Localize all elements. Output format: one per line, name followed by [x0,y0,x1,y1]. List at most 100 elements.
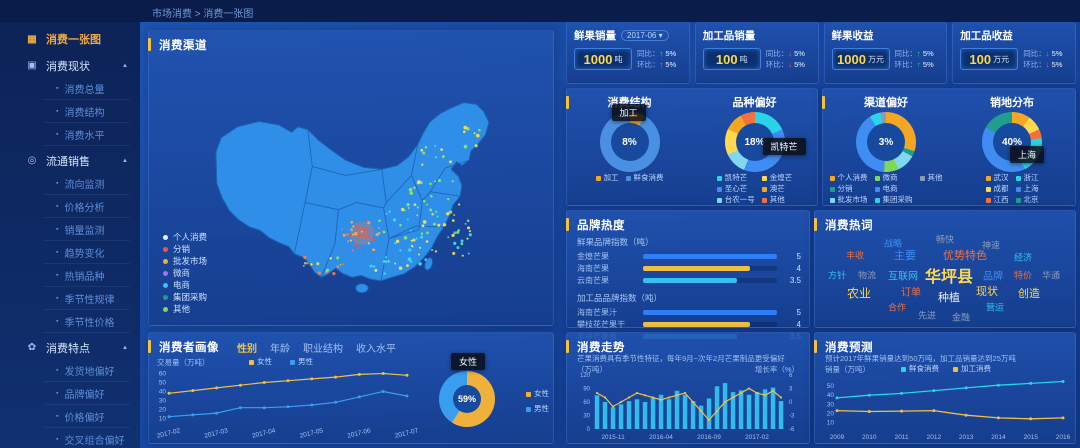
legend-item-加工[interactable]: 加工 [595,173,619,183]
svg-text:0: 0 [789,400,793,406]
sidebar-item[interactable]: ▪ 流向监测 [0,172,140,195]
sidebar-item[interactable]: ▪ 交叉组合偏好 [0,428,140,448]
panel-accent [566,218,569,231]
kpi-metrics: 同比：↓ 5% 环比：↓ 5% [766,49,805,69]
legend-item-圣心芒[interactable]: 圣心芒 [716,184,755,194]
sidebar-item[interactable]: ▪ 消费结构 [0,100,140,123]
legend-item-女性[interactable]: 女性 [249,357,272,367]
sidebar-item[interactable]: ▪ 价格分析 [0,195,140,218]
tab-收入水平[interactable]: 收入水平 [356,344,396,355]
circulation-icon: ◎ [27,155,37,166]
brand-name: 海南芒果 [577,264,609,273]
persona-y-axis-label: 交易量（万吨） [157,358,210,367]
collapse-caret-icon[interactable]: ▲ [122,62,128,69]
sidebar-item[interactable]: ▪ 价格偏好 [0,405,140,428]
legend-item-加工消费[interactable]: 加工消费 [953,364,991,374]
legend-item-鲜食消费[interactable]: 鲜食消费 [625,173,664,183]
legend-item-上海[interactable]: 上海 [1015,184,1039,194]
map-legend-item-电商[interactable]: 电商 [163,279,207,291]
brand-group-1: 鲜果品牌指数（吨） 金煌芒果 5 海南芒果 4 云南芒果 3.5 [577,236,801,286]
hot-word: 战略 [883,238,903,249]
tab-年龄[interactable]: 年龄 [270,344,290,355]
tab-职业结构[interactable]: 职业结构 [303,344,343,355]
sidebar-item[interactable]: ▪ 品牌偏好 [0,382,140,405]
map-legend-item-批发市场[interactable]: 批发市场 [163,255,207,267]
map-legend-item-微商[interactable]: 微商 [163,267,207,279]
sidebar-item[interactable]: ▪ 季节性规律 [0,287,140,310]
donut-ring-wrap: 8% 加工 [599,104,660,172]
bar-track [643,254,777,259]
brand-name: 海南芒果汁 [577,308,617,317]
map-legend-item-集团采购[interactable]: 集团采购 [163,291,207,303]
legend-dot [716,175,722,181]
sidebar-section-3[interactable]: ✿ 消费特点 ▲ [0,336,140,359]
legend-label: 电商 [882,184,898,193]
map-legend-item-个人消费[interactable]: 个人消费 [163,231,207,243]
hot-word: 创造 [1018,288,1040,300]
legend-dot [761,186,767,192]
sidebar-section-2[interactable]: ◎ 流通销售 ▲ [0,149,140,172]
legend-item-批发市场[interactable]: 批发市场 [829,195,868,205]
legend-item-女性[interactable]: 女性 [526,389,549,399]
consumption-scatter-dots [302,125,481,276]
legend-label: 澳芒 [769,184,785,193]
legend-item-其他[interactable]: 其他 [919,173,943,183]
legend-item-北京[interactable]: 北京 [1015,195,1039,205]
sidebar-item-dashboard[interactable]: ▦ 消费一张图 [0,27,140,51]
legend-item-集团采购[interactable]: 集团采购 [874,195,913,205]
legend-item-电商[interactable]: 电商 [874,184,913,194]
legend-item-江西[interactable]: 江西 [985,195,1009,205]
bar-track [643,322,777,327]
legend-label: 上海 [1023,184,1039,193]
map-legend-item-其他[interactable]: 其他 [163,303,207,315]
collapse-caret-icon[interactable]: ▲ [122,157,128,164]
bullet-icon: ▪ [56,203,59,210]
trend-left-axis-label: （万吨） [577,365,607,374]
legend-item-金煌芒[interactable]: 金煌芒 [761,173,792,183]
sidebar-section-label: 消费现状 [46,60,90,73]
legend-item-分销[interactable]: 分销 [829,184,868,194]
sidebar-item[interactable]: ▪ 趋势变化 [0,241,140,264]
sidebar-item[interactable]: ▪ 消费总量 [0,77,140,100]
kpi-period-dropdown[interactable]: 2017-06 ▾ [621,30,669,41]
brand-bar-row: 攀枝花芒果干 4 [577,319,801,330]
legend-item-微商[interactable]: 微商 [874,173,913,183]
sidebar-item[interactable]: ▪ 季节性价格 [0,310,140,333]
legend-item-个人消费[interactable]: 个人消费 [829,173,868,183]
panel-accent [814,340,817,353]
legend-item-武汉[interactable]: 武汉 [985,173,1009,183]
kpi-card-4: 加工品收益 100 万元 同比：↓ 5% 环比：↓ 5% [952,22,1076,84]
arrow-up-icon: ↑ [659,59,664,69]
legend-dot [526,391,531,397]
legend-label: 圣心芒 [724,184,748,193]
forecast-y-axis-label: 销量（万吨） [825,365,870,374]
legend-item-成都[interactable]: 成都 [985,184,1009,194]
svg-text:2017-04: 2017-04 [251,427,276,440]
sidebar-section-1[interactable]: ▣ 消费现状 ▲ [0,54,140,77]
svg-text:0: 0 [587,427,591,433]
legend-item-鲜食消费[interactable]: 鲜食消费 [901,364,939,374]
legend-item-浙江[interactable]: 浙江 [1015,173,1039,183]
legend-dot [249,359,254,365]
legend-dot [761,175,767,181]
panel-accent [148,340,151,353]
legend-item-男性[interactable]: 男性 [526,404,549,414]
legend-item-男性[interactable]: 男性 [290,357,313,367]
legend-item-其他[interactable]: 其他 [761,195,793,205]
sidebar-item[interactable]: ▪ 热销品种 [0,264,140,287]
legend-item-凯特芒[interactable]: 凯特芒 [716,173,755,183]
sidebar-item[interactable]: ▪ 发货地偏好 [0,359,140,382]
svg-text:2017-02: 2017-02 [156,427,181,440]
map-legend-item-分销[interactable]: 分销 [163,243,207,255]
tab-性别[interactable]: 性别 [237,344,257,355]
kpi-value: 1000 [583,51,613,67]
legend-item-澳芒[interactable]: 澳芒 [761,184,793,194]
brand-name: 金煌芒果 [577,252,609,261]
legend-item-台农一号[interactable]: 台农一号 [716,195,755,205]
legend-label: 微商 [173,268,191,278]
sidebar-item[interactable]: ▪ 销量监测 [0,218,140,241]
legend-dot [163,258,168,264]
breadcrumb[interactable]: 市场消费 > 消费一张图 [152,9,254,20]
collapse-caret-icon[interactable]: ▲ [122,344,128,351]
sidebar-item[interactable]: ▪ 消费水平 [0,123,140,146]
